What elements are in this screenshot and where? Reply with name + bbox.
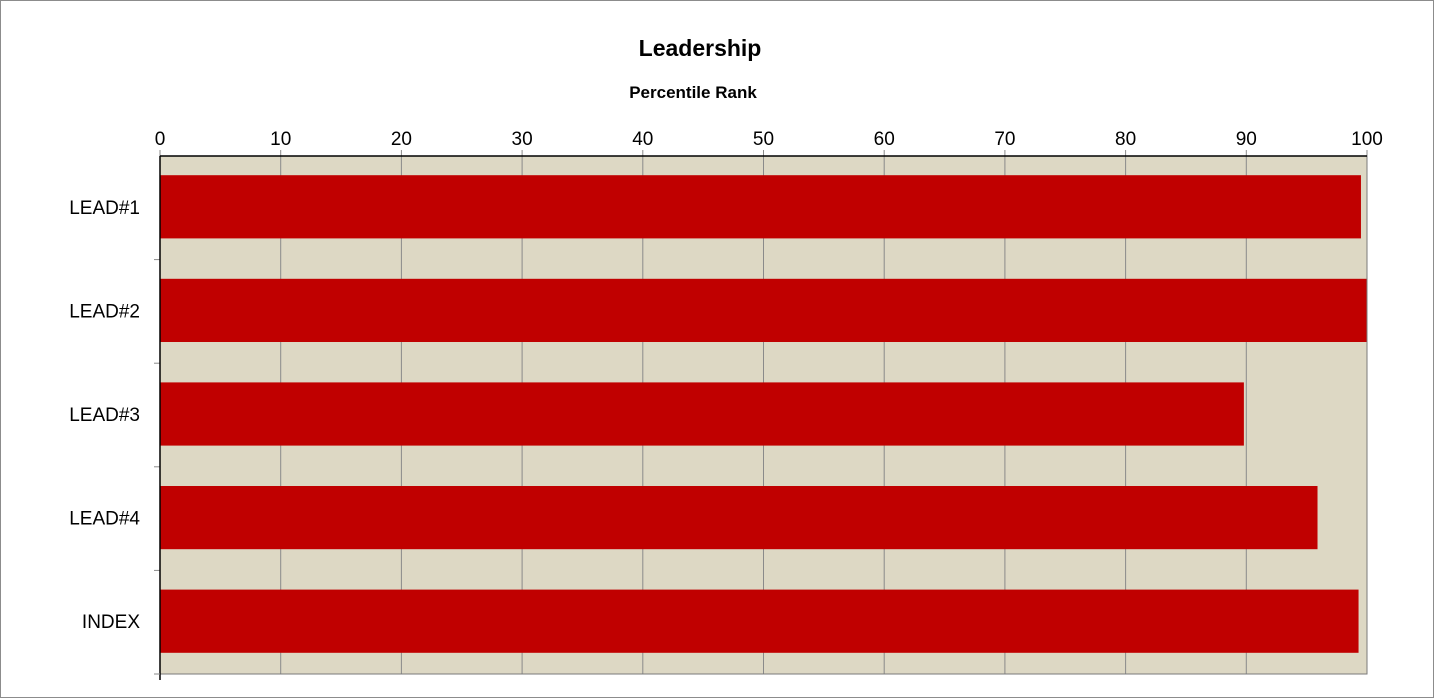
category-label: LEAD#4 <box>69 509 140 530</box>
chart-subtitle: Percentile Rank <box>629 83 757 102</box>
category-label: LEAD#1 <box>69 198 140 219</box>
x-tick-label: 80 <box>1115 129 1136 150</box>
category-label: LEAD#3 <box>69 405 140 426</box>
axes <box>154 150 1368 680</box>
x-tick-label: 100 <box>1351 129 1383 150</box>
x-tick-label: 50 <box>753 129 774 150</box>
bar <box>160 278 1367 342</box>
bars <box>160 175 1367 653</box>
chart-title: Leadership <box>639 35 762 61</box>
category-label: INDEX <box>82 612 140 633</box>
x-tick-label: 40 <box>632 129 653 150</box>
bar <box>160 589 1359 653</box>
x-tick-label: 10 <box>270 129 291 150</box>
x-tick-label: 60 <box>874 129 895 150</box>
x-tick-label: 30 <box>512 129 533 150</box>
x-tick-label: 90 <box>1236 129 1257 150</box>
bar <box>160 382 1244 446</box>
bar <box>160 175 1361 239</box>
x-tick-label: 20 <box>391 129 412 150</box>
category-label: LEAD#2 <box>69 301 140 322</box>
category-labels: LEAD#1 LEAD#2 LEAD#3 LEAD#4 INDEX <box>69 198 140 633</box>
x-tick-label: 0 <box>155 129 166 150</box>
x-tick-labels: 0 10 20 30 40 50 60 70 80 90 100 <box>155 129 1383 150</box>
x-tick-label: 70 <box>994 129 1015 150</box>
bar <box>160 486 1318 550</box>
